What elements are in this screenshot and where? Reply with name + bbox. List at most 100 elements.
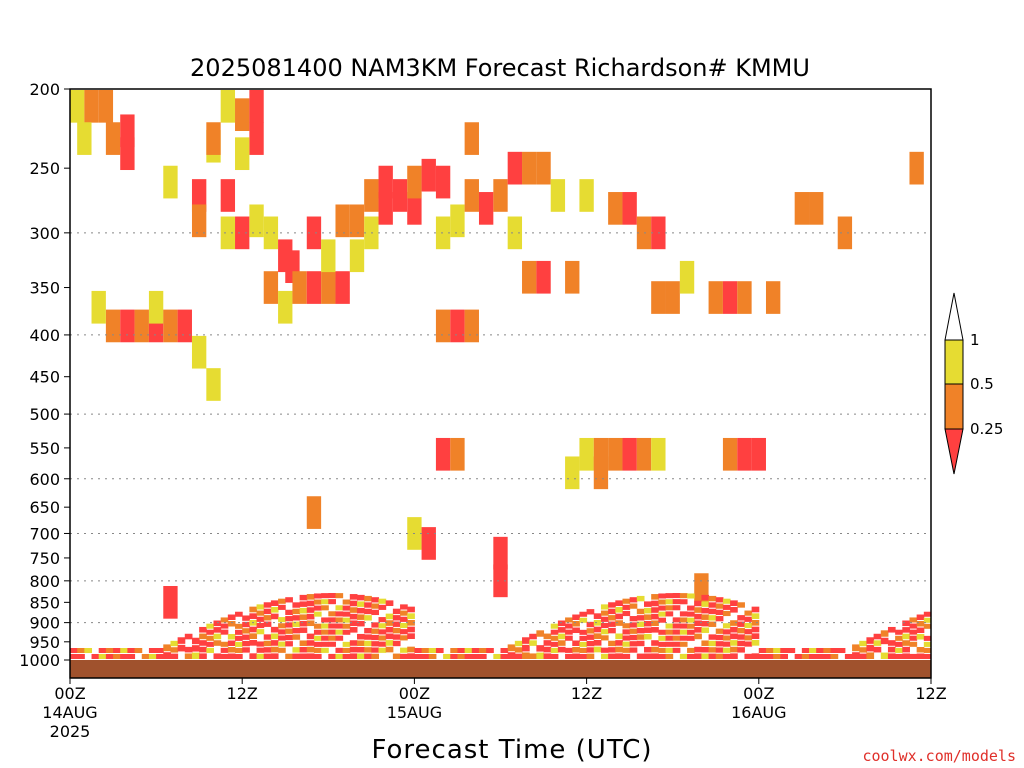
ri-surface-cell [84,648,93,653]
ri-surface-cell [177,637,186,644]
ri-surface-cell [665,647,674,653]
ri-surface-cell [579,641,588,647]
ri-surface-cell [809,654,817,659]
ri-cell [120,309,135,343]
ri-surface-cell [665,653,674,659]
credit-text: coolwx.com/models [862,747,1016,765]
ri-surface-cell [392,634,401,640]
ri-surface-cell [715,647,724,653]
ri-surface-cell [895,635,903,641]
ri-surface-cell [658,617,667,623]
ri-surface-cell [313,605,322,611]
ri-surface-cell [91,654,100,659]
y-tick-label: 500 [29,405,60,424]
ri-surface-cell [730,606,738,613]
ri-surface-cell [313,635,322,641]
legend-label-1: 1 [970,331,980,349]
ri-surface-cell [306,640,315,646]
ri-surface-cell [522,644,530,652]
ri-surface-cell [199,633,207,640]
ri-surface-cell [285,597,293,603]
ri-surface-cell [349,627,358,633]
ri-surface-cell [801,648,810,653]
ri-surface-cell [794,654,803,659]
ri-surface-cell [665,635,674,641]
ri-surface-cell [694,607,702,613]
ri-surface-cell [371,603,380,609]
ri-surface-cell [887,653,896,659]
ri-surface-cell [249,613,258,619]
ri-surface-cell [651,653,659,659]
ri-surface-cell [715,634,724,641]
ri-surface-cell [593,633,602,639]
ri-surface-cell [665,611,674,617]
ri-surface-cell [313,653,322,659]
ri-surface-cell [335,647,344,653]
ri-surface-cell [708,621,717,627]
ri-surface-cell [557,620,566,627]
ri-surface-cell [292,653,301,659]
ri-surface-cell [593,626,602,633]
ri-surface-cell [285,653,293,659]
ri-surface-cell [658,635,667,641]
ri-surface-cell [608,653,616,659]
ri-surface-cell [357,646,365,653]
ri-surface-cell [658,611,667,617]
ri-surface-cell [895,647,903,653]
ri-surface-cell [651,607,659,613]
ri-surface-cell [902,633,910,640]
ri-surface-cell [443,654,451,659]
ri-surface-cell [242,615,250,621]
ri-surface-cell [263,640,272,647]
ri-cell [206,368,221,401]
ri-cell [435,216,451,250]
ri-surface-cell [321,599,329,605]
ri-cell [651,281,666,314]
ri-surface-cell [687,617,695,623]
ri-surface-cell [902,640,910,646]
ri-cell [306,271,322,304]
ri-cell [507,216,523,250]
ri-surface-cell [895,641,903,647]
ri-cell [292,271,307,304]
ri-surface-cell [170,647,179,653]
ri-surface-cell [622,623,631,629]
ri-surface-cell [557,627,566,633]
ri-surface-cell [708,647,717,653]
ri-surface-cell [737,621,745,627]
ri-surface-cell [722,598,731,604]
ri-surface-cell [313,623,322,629]
ri-surface-cell [400,629,408,635]
ri-surface-cell [557,633,566,640]
ri-surface-cell [636,640,645,647]
ri-surface-cell [579,635,588,641]
ri-surface-cell [292,608,301,615]
ri-cell [522,151,537,185]
ri-surface-cell [622,647,631,653]
ri-surface-cell [371,634,380,641]
ri-surface-cell [278,604,286,610]
ri-surface-cell [313,593,322,599]
y-tick-label: 700 [29,524,60,543]
ri-surface-cell [256,610,265,616]
ri-surface-cell [923,611,932,617]
ri-surface-cell [278,647,286,653]
ri-surface-cell [665,605,674,611]
ri-surface-cell [744,653,753,659]
ri-surface-cell [651,620,659,627]
ri-surface-cell [270,613,279,620]
ri-surface-cell [120,648,128,653]
legend-swatch-0-25-0-5 [944,383,964,430]
ri-surface-cell [615,646,623,653]
ri-surface-cell [644,620,652,627]
ri-surface-cell [392,608,401,615]
ri-surface-cell [708,634,717,640]
legend: 1 0.5 0.25 [944,292,1003,475]
ri-surface-cell [342,647,351,653]
ri-surface-cell [629,597,638,603]
ri-surface-cell [421,648,430,653]
y-tick-label: 850 [29,593,60,612]
ri-surface-cell [407,626,415,633]
ri-surface-cell [335,653,344,659]
ri-cell [163,165,178,199]
